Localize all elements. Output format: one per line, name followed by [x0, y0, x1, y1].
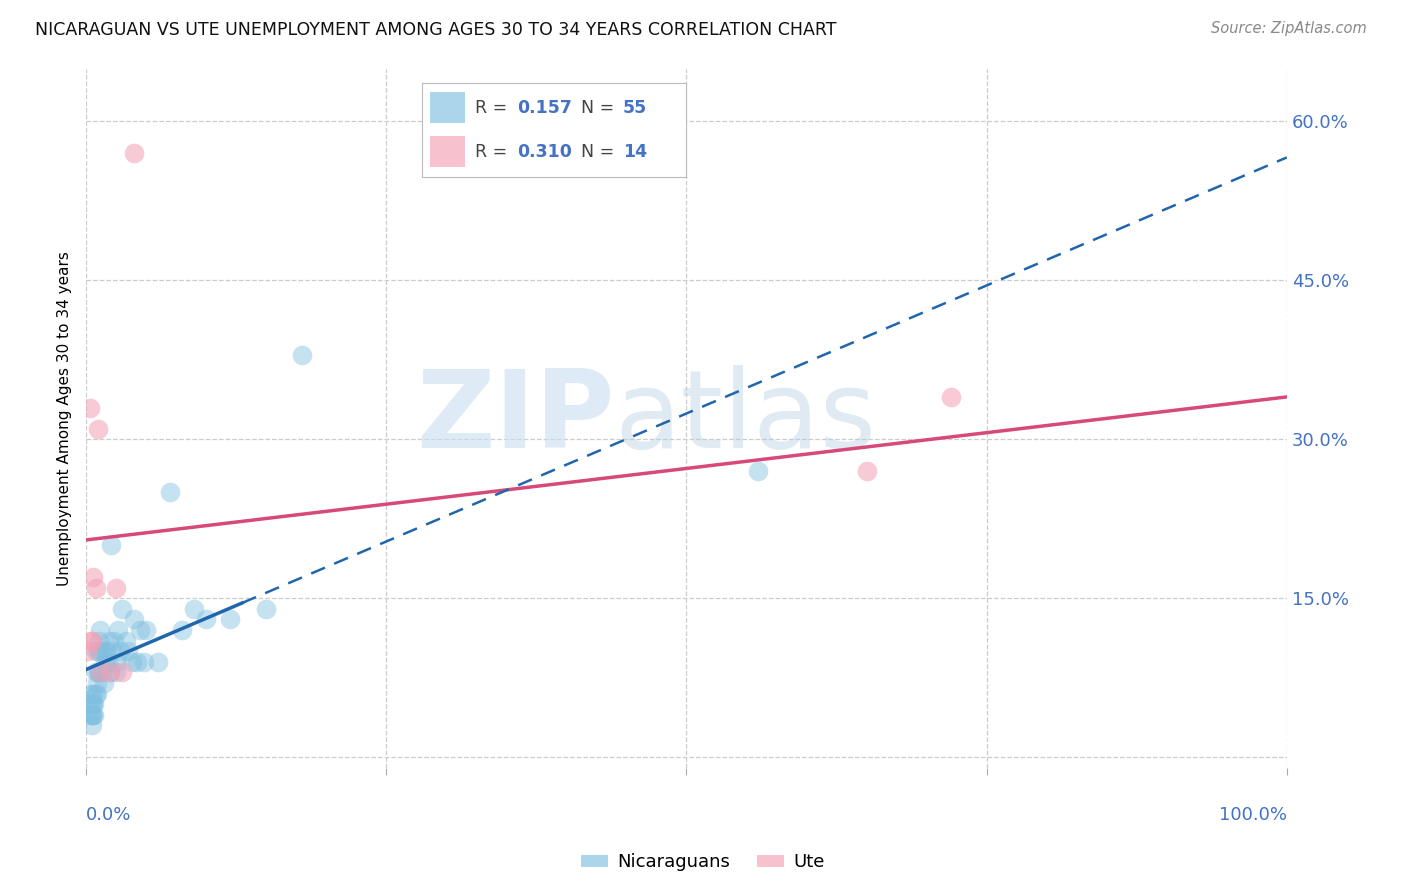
Point [146, 655, 169, 669]
Point [84, 644, 107, 658]
Point [82, 697, 104, 711]
Point [132, 655, 155, 669]
Point [105, 665, 128, 680]
Point [105, 655, 128, 669]
Point [82, 687, 104, 701]
Point [93, 676, 115, 690]
Point [122, 146, 145, 161]
Point [121, 655, 143, 669]
Point [122, 612, 145, 626]
Point [89, 644, 111, 658]
Point [90, 665, 112, 680]
Point [89, 665, 111, 680]
Point [172, 623, 194, 637]
Point [219, 612, 242, 626]
Point [129, 623, 152, 637]
Point [107, 623, 129, 637]
Point [183, 602, 205, 616]
Point [855, 464, 877, 478]
Text: 0.0%: 0.0% [86, 806, 131, 824]
Point [80, 718, 103, 732]
Point [291, 347, 314, 361]
Point [100, 538, 122, 552]
Point [80, 707, 103, 722]
Point [86, 687, 108, 701]
Point [82, 570, 104, 584]
Point [80, 633, 103, 648]
Point [84, 687, 107, 701]
Point [105, 581, 128, 595]
Point [83, 697, 105, 711]
Point [96, 644, 118, 658]
Point [84, 665, 107, 680]
Text: ZIP: ZIP [416, 365, 614, 471]
Point [125, 655, 148, 669]
Point [103, 633, 125, 648]
Point [80, 707, 103, 722]
Point [80, 697, 103, 711]
Point [114, 633, 136, 648]
Point [87, 422, 110, 436]
Point [84, 581, 107, 595]
Text: Source: ZipAtlas.com: Source: ZipAtlas.com [1211, 21, 1367, 36]
Point [747, 464, 769, 478]
Point [97, 633, 120, 648]
Point [91, 644, 114, 658]
Text: atlas: atlas [614, 365, 876, 471]
Point [97, 655, 120, 669]
Point [89, 633, 111, 648]
Point [87, 665, 110, 680]
Point [89, 623, 111, 637]
Point [254, 602, 277, 616]
Point [111, 665, 134, 680]
Point [89, 665, 111, 680]
Point [108, 644, 131, 658]
Point [98, 665, 121, 680]
Point [79, 697, 101, 711]
Point [94, 655, 117, 669]
Point [80, 687, 103, 701]
Point [98, 665, 121, 680]
Point [117, 644, 139, 658]
Point [101, 644, 124, 658]
Point [79, 401, 101, 415]
Point [111, 602, 134, 616]
Point [80, 633, 103, 648]
Point [87, 644, 110, 658]
Legend: Nicaraguans, Ute: Nicaraguans, Ute [574, 847, 832, 879]
Y-axis label: Unemployment Among Ages 30 to 34 years: Unemployment Among Ages 30 to 34 years [58, 251, 72, 585]
Point [86, 676, 108, 690]
Text: NICARAGUAN VS UTE UNEMPLOYMENT AMONG AGES 30 TO 34 YEARS CORRELATION CHART: NICARAGUAN VS UTE UNEMPLOYMENT AMONG AGE… [35, 21, 837, 38]
Point [82, 707, 104, 722]
Point [939, 390, 962, 404]
Text: 100.0%: 100.0% [1219, 806, 1286, 824]
Point [195, 612, 218, 626]
Point [83, 707, 105, 722]
Point [159, 485, 181, 500]
Point [135, 623, 157, 637]
Point [77, 644, 100, 658]
